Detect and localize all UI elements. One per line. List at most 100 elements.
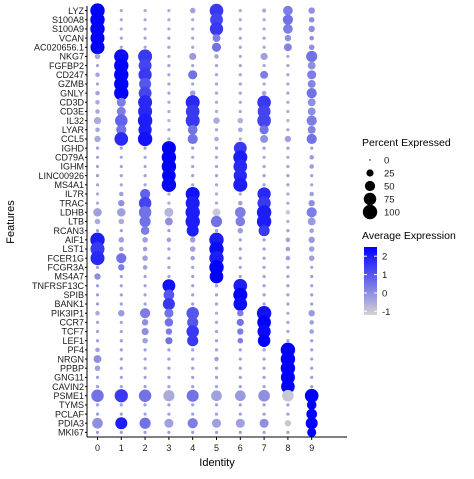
size-legend-dot [366,169,374,177]
dot [210,215,223,228]
dot [142,246,148,252]
dot [95,63,100,68]
dot [310,366,314,370]
dot [238,91,242,95]
dot [238,403,242,407]
dot [308,25,315,33]
dot [214,174,219,178]
dot [235,418,245,428]
dot [119,302,123,306]
dot [119,375,123,380]
dot [95,127,100,133]
dot [189,90,196,96]
dot [91,389,104,402]
dot [95,339,100,343]
dot [233,159,248,174]
dot [285,237,291,243]
dot [95,293,100,297]
dot [191,174,195,178]
dot [143,155,147,159]
dot [214,91,219,95]
gene-label: MS4A1 [54,180,84,190]
dot [262,174,266,178]
size-legend-dot [362,204,378,220]
dot [238,18,242,22]
dot [262,63,266,68]
dot [306,115,317,126]
size-legend-dot [364,180,376,192]
dot [238,8,242,13]
dot [137,131,153,147]
dot [309,228,314,233]
dot [211,42,222,52]
dot [209,3,224,18]
dot [187,316,199,328]
dot [143,274,147,279]
dot [306,408,318,420]
gene-label: S100A8 [52,15,84,25]
dot [238,256,242,260]
dot [94,135,101,143]
color-legend-label: 0 [382,288,387,299]
dot [118,237,125,243]
dot [118,218,125,225]
dot [189,246,196,252]
dot [191,274,195,279]
dot [238,357,242,361]
dot [307,125,316,134]
dot [191,155,195,159]
dot [308,44,315,51]
dot [164,308,174,318]
dot [260,135,269,143]
dot [119,274,123,279]
dot [191,45,195,49]
dot [191,63,195,68]
dot [142,237,148,243]
dot [143,375,147,380]
dot [309,155,314,160]
gene-label: IL32 [66,116,84,126]
cluster-labels: 0 1 2 3 4 5 6 7 8 9 [95,437,314,453]
dot [167,100,171,104]
dot [212,208,221,217]
gene-label: BANK1 [54,299,84,309]
dot [214,302,219,306]
dot [238,375,242,380]
dot [95,412,100,416]
dot [304,388,319,403]
dot [286,109,290,114]
dot [309,191,314,197]
dot [140,226,150,235]
dot [95,265,100,269]
dot [238,82,242,86]
dot [167,8,171,13]
dot [307,427,317,437]
dot [308,236,315,244]
dot [191,348,195,352]
dot [214,430,219,435]
dot [257,334,271,347]
dot [95,146,100,150]
dot [143,366,147,370]
dot [142,265,148,270]
dot [191,18,195,22]
dot [256,214,272,229]
dot [191,27,195,31]
dot [286,119,290,123]
gene-label: IGHD [62,143,85,153]
dot [167,54,171,59]
dot [90,40,105,55]
size-legend-label: 75 [384,195,395,206]
dot [189,237,196,243]
dot [189,7,196,14]
dot [214,109,219,114]
dot [262,430,266,435]
cluster-label: 9 [309,443,314,453]
dot [139,215,151,228]
size-legend-label: 100 [384,208,400,219]
dot [234,390,246,402]
dot [167,265,171,269]
gene-label: TYMS [59,400,84,410]
dot [191,430,195,435]
dot [167,412,171,416]
